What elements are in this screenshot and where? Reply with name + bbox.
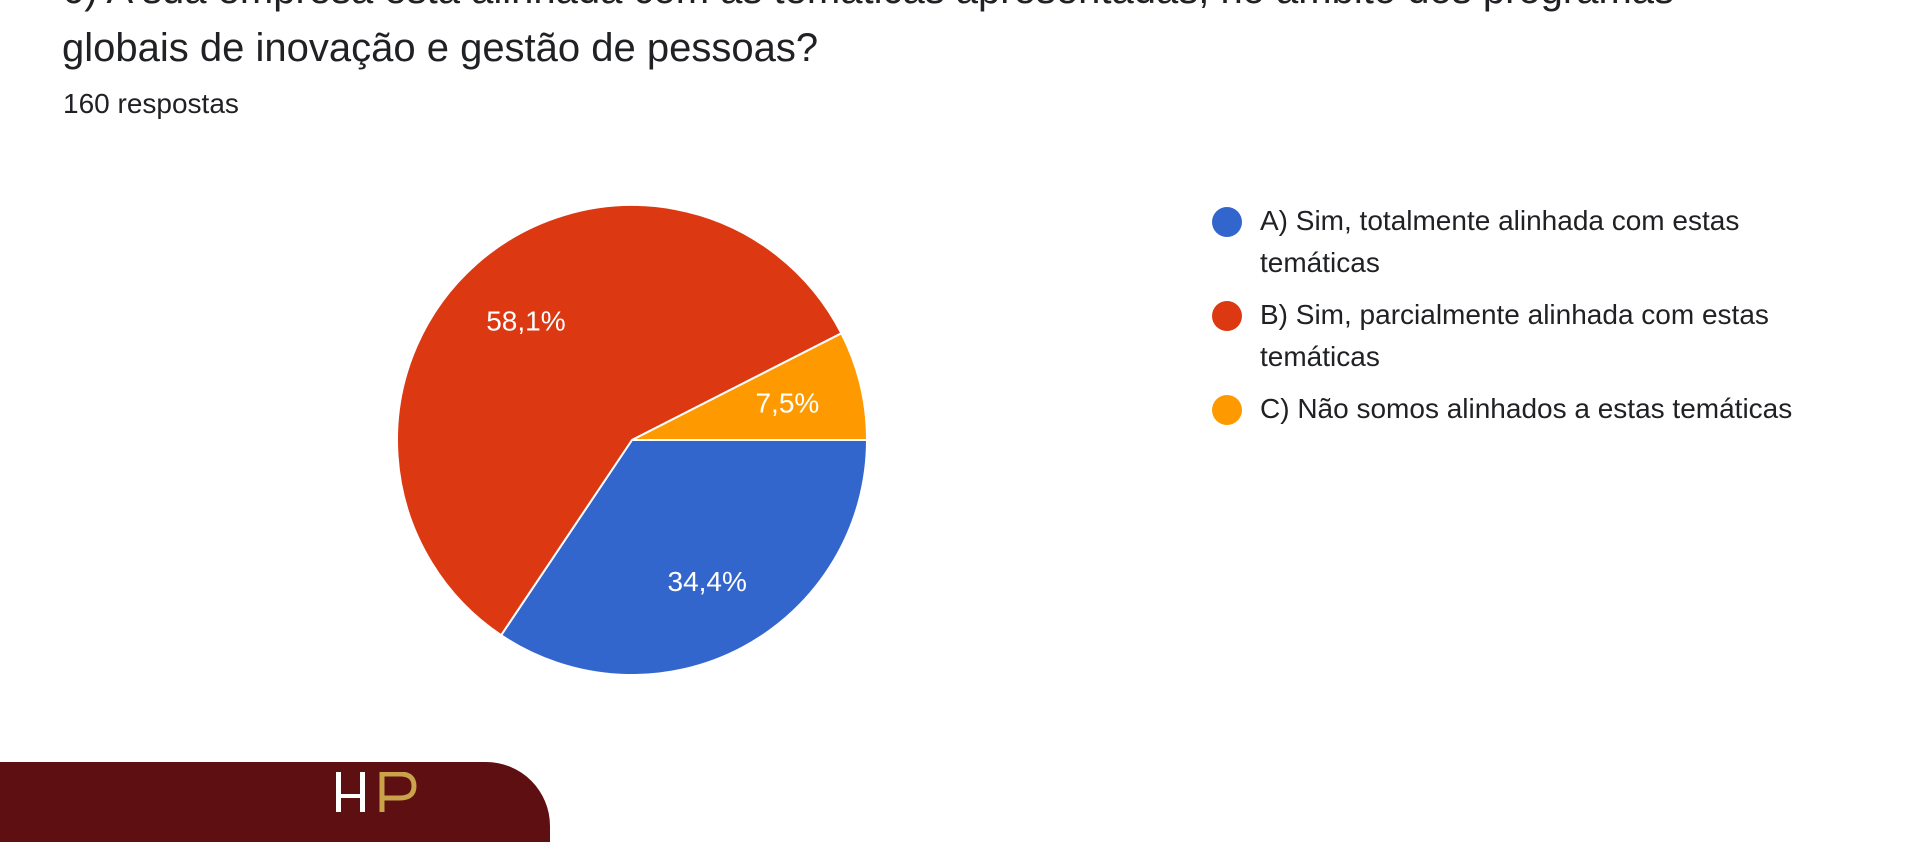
slice-label-a: 34,4% — [668, 566, 747, 597]
question-title-partial: 6) A sua empresa está alinhada com as te… — [62, 0, 1882, 16]
legend-swatch-a — [1212, 207, 1242, 237]
legend-label-a: A) Sim, totalmente alinhada com estas te… — [1260, 205, 1740, 278]
question-title: globais de inovação e gestão de pessoas? — [62, 26, 819, 70]
slice-label-b: 58,1% — [486, 305, 565, 336]
brand-logo-icon — [336, 772, 417, 812]
pie-chart: 34,4% 58,1% 7,5% — [396, 204, 869, 676]
chart-legend: A) Sim, totalmente alinhada com estas te… — [1212, 200, 1852, 440]
footer-banner — [0, 762, 550, 842]
legend-item-b[interactable]: B) Sim, parcialmente alinhada com estas … — [1212, 294, 1852, 378]
response-count: 160 respostas — [63, 88, 239, 119]
legend-item-c[interactable]: C) Não somos alinhados a estas temáticas — [1212, 388, 1852, 430]
legend-label-b: B) Sim, parcialmente alinhada com estas … — [1260, 299, 1769, 372]
pie-slice-c[interactable] — [631, 331, 869, 441]
slice-label-c: 7,5% — [755, 388, 819, 419]
legend-swatch-b — [1212, 301, 1242, 331]
legend-item-a[interactable]: A) Sim, totalmente alinhada com estas te… — [1212, 200, 1852, 284]
pie-slice-b[interactable] — [396, 204, 843, 637]
legend-swatch-c — [1212, 395, 1242, 425]
legend-label-c: C) Não somos alinhados a estas temáticas — [1260, 393, 1793, 424]
pie-slice-a[interactable] — [499, 439, 869, 676]
